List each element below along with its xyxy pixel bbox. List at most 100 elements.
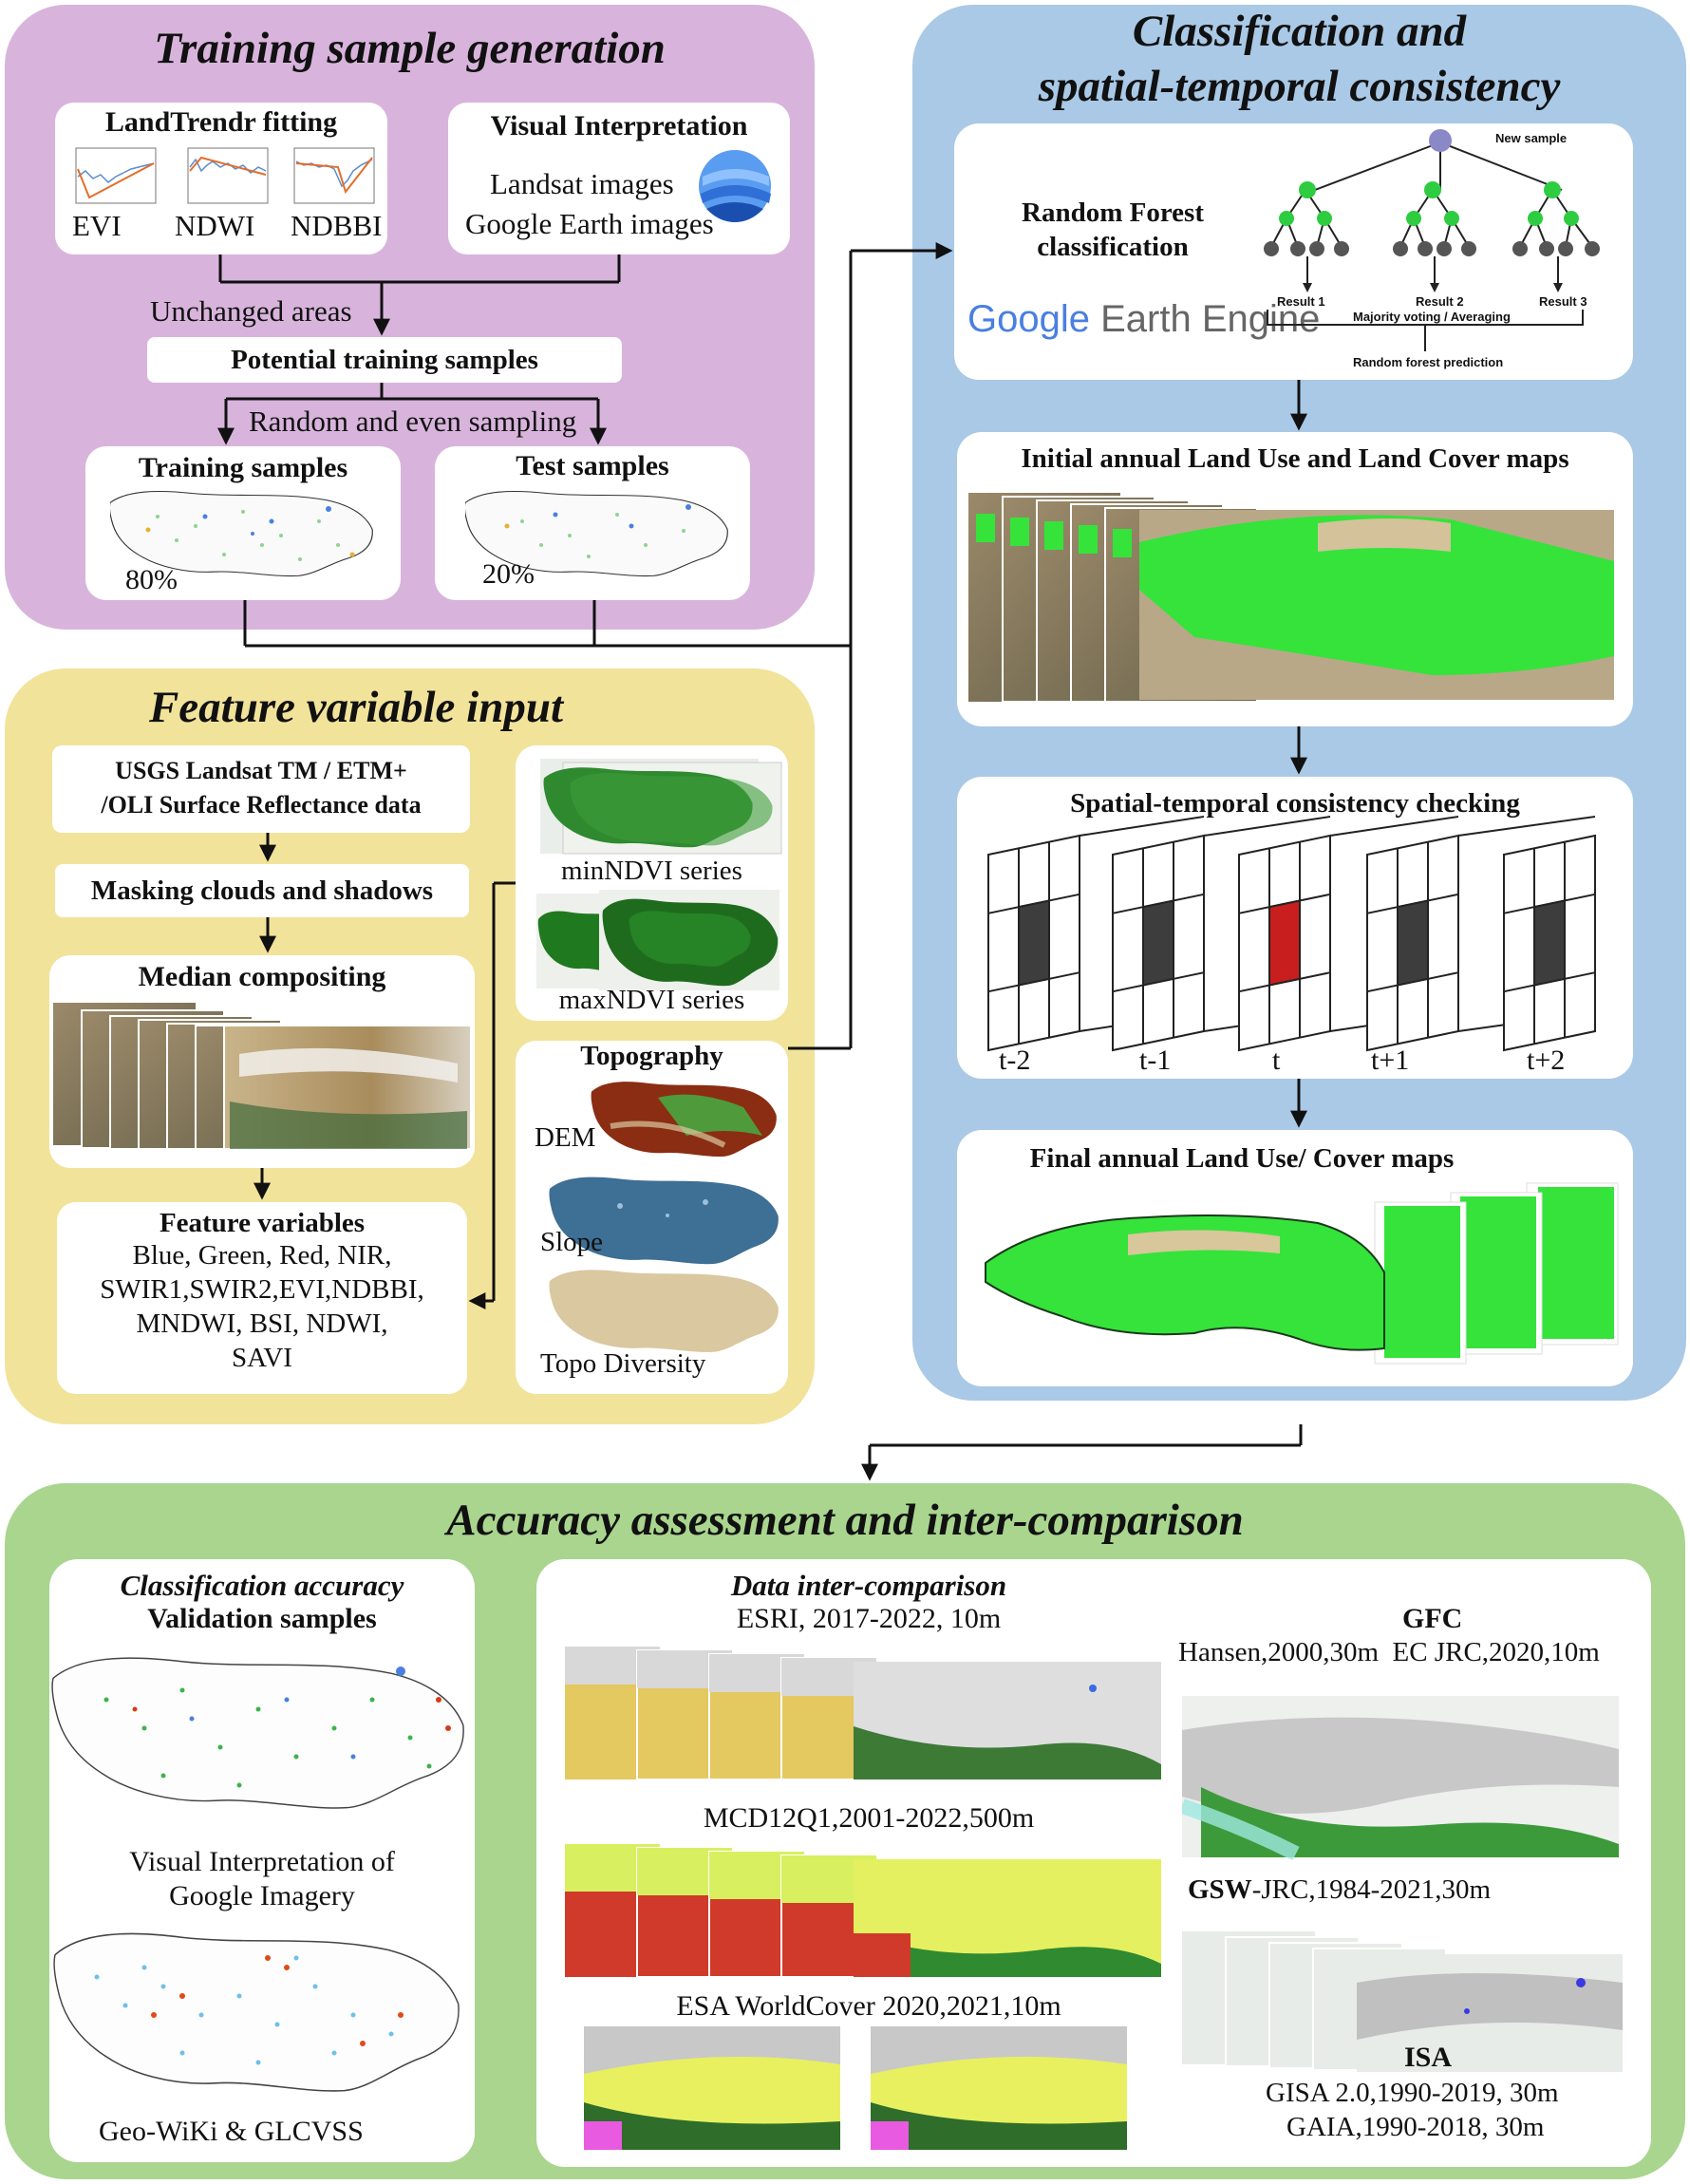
masking-label: Masking clouds and shadows — [90, 875, 434, 906]
data-intercomparison-box: Data inter-comparison ESRI, 2017-2022, 1… — [536, 1559, 1651, 2167]
intercomparison-title: Data inter-comparison — [730, 1569, 1007, 1602]
neighbor-cell — [1533, 899, 1566, 987]
center-cell-red — [1268, 899, 1301, 987]
feature-vars-line1: Blue, Green, Red, NIR, — [132, 1240, 392, 1271]
median-composite-images — [53, 1003, 472, 1150]
gee-google-word: Google — [967, 298, 1090, 340]
test-samples-map — [465, 490, 728, 577]
topography-title: Topography — [580, 1041, 723, 1071]
slope-label: Slope — [540, 1227, 604, 1257]
consistency-title: Spatial-temporal consistency checking — [1070, 788, 1520, 819]
usgs-line2: /OLI Surface Reflectance data — [101, 791, 422, 819]
gfc-line: Hansen,2000,30m EC JRC,2020,10m — [1178, 1637, 1600, 1667]
final-maps-box: Final annual Land Use/ Cover maps — [957, 1130, 1633, 1386]
topography-box: Topography DEM Slope Topo Diversity — [516, 1041, 788, 1394]
visual-interpretation-box: Visual Interpretation Landsat images Goo… — [448, 103, 790, 254]
isa-line1: GISA 2.0,1990-2019, 30m — [1266, 2078, 1559, 2108]
training-pct: 80% — [125, 564, 178, 595]
initial-maps-title: Initial annual Land Use and Land Cover m… — [1021, 443, 1569, 474]
classification-accuracy-title: Classification accuracy — [120, 1569, 404, 1602]
neighbor-cell — [1142, 899, 1174, 987]
landtrendr-label-ndwi: NDWI — [175, 209, 255, 242]
training-samples-map — [110, 490, 373, 577]
initial-maps-box: Initial annual Land Use and Land Cover m… — [957, 432, 1633, 726]
median-box: Median compositing — [49, 955, 475, 1168]
feature-vars-line2: SWIR1,SWIR2,EVI,NDBBI, — [100, 1274, 424, 1305]
sampling-label: Random and even sampling — [249, 405, 577, 438]
potential-samples-box: Potential training samples — [147, 337, 622, 383]
visual-interp-line2: Google Imagery — [169, 1880, 355, 1911]
min-ndvi-maps — [540, 759, 782, 855]
min-ndvi-label: minNDVI series — [561, 856, 742, 886]
mcd-label: MCD12Q1,2001-2022,500m — [703, 1802, 1035, 1834]
random-forest-tree-diagram — [1264, 129, 1600, 351]
classification-title-line1: Classification and — [1132, 7, 1467, 56]
validation-samples-label: Validation samples — [147, 1603, 377, 1634]
training-title: Training sample generation — [154, 24, 666, 73]
rf-result-2: Result 2 — [1416, 294, 1464, 309]
gee-earth-engine-word: Earth Engine — [1100, 298, 1321, 340]
usgs-box: USGS Landsat TM / ETM+ /OLI Surface Refl… — [52, 745, 470, 833]
topo-diversity-label: Topo Diversity — [540, 1348, 706, 1379]
consistency-label-t-2: t-2 — [999, 1045, 1031, 1076]
landtrendr-label-ndbbi: NDBBI — [291, 209, 383, 242]
visual-interp-line1: Visual Interpretation of — [129, 1846, 395, 1877]
potential-samples-label: Potential training samples — [231, 345, 538, 375]
consistency-label-t+1: t+1 — [1371, 1045, 1410, 1076]
rf-voting: Majority voting / Averaging — [1353, 310, 1511, 324]
landtrendr-charts — [75, 147, 375, 204]
training-samples-title: Training samples — [138, 452, 348, 483]
consistency-label-t-1: t-1 — [1139, 1045, 1172, 1076]
visual-title: Visual Interpretation — [490, 110, 748, 141]
test-samples-title: Test samples — [516, 450, 669, 481]
dem-label: DEM — [535, 1122, 596, 1153]
max-ndvi-label: maxNDVI series — [558, 985, 745, 1015]
feature-title: Feature variable input — [148, 683, 564, 732]
consistency-grid-5 — [1503, 834, 1596, 1052]
validation-map-1 — [51, 1657, 464, 1809]
final-lulc-maps — [985, 1182, 1619, 1365]
rf-title-line2: classification — [1037, 232, 1189, 262]
landtrendr-label-evi: EVI — [72, 209, 122, 242]
google-earth-logo-icon — [699, 150, 771, 222]
random-forest-box: Random Forest classification Google Eart… — [954, 123, 1633, 380]
consistency-label-t+2: t+2 — [1527, 1045, 1566, 1076]
isa-line2: GAIA,1990-2018, 30m — [1286, 2112, 1545, 2142]
test-samples-box: Test samples 20% — [435, 446, 750, 600]
esa-label: ESA WorldCover 2020,2021,10m — [676, 1990, 1061, 2022]
classification-accuracy-box: Classification accuracy Validation sampl… — [49, 1559, 475, 2162]
test-pct: 20% — [482, 558, 535, 590]
geowiki-label: Geo-WiKi & GLCVSS — [99, 2116, 364, 2147]
initial-lulc-maps — [968, 493, 1614, 703]
feature-vars-title: Feature variables — [159, 1208, 366, 1238]
neighbor-cell — [1018, 899, 1050, 987]
gfc-maps — [1182, 1696, 1619, 1861]
gsw-rest: -JRC,1984-2021,30m — [1251, 1874, 1492, 1905]
rf-title-line1: Random Forest — [1022, 198, 1204, 228]
training-samples-box: Training samples 80% — [85, 446, 401, 600]
landtrendr-title: LandTrendr fitting — [104, 106, 338, 138]
gee-logo: Google Earth Engine — [967, 298, 1320, 341]
consistency-grid-3 — [1238, 816, 1459, 1052]
feature-vars-line3: MNDWI, BSI, NDWI, — [136, 1309, 388, 1339]
max-ndvi-maps — [536, 890, 779, 990]
isa-title: ISA — [1404, 2042, 1453, 2073]
rf-result-1: Result 1 — [1277, 294, 1325, 309]
dem-map — [591, 1082, 777, 1158]
validation-map-2 — [53, 1932, 460, 2092]
final-maps-title: Final annual Land Use/ Cover maps — [1029, 1143, 1455, 1174]
usgs-line1: USGS Landsat TM / ETM+ — [115, 757, 407, 784]
gfc-title: GFC — [1402, 1603, 1463, 1634]
consistency-grid-1 — [987, 816, 1205, 1052]
visual-google-earth: Google Earth images — [465, 207, 714, 240]
gsw-maps — [1182, 1931, 1623, 2072]
accuracy-title: Accuracy assessment and inter-comparison — [446, 1496, 1244, 1545]
feature-vars-line4: SAVI — [232, 1343, 292, 1373]
classification-title-line2: spatial-temporal consistency — [1038, 62, 1561, 111]
landtrendr-box: LandTrendr fitting EVI NDWI NDBBI — [55, 103, 387, 254]
masking-box: Masking clouds and shadows — [55, 864, 469, 917]
esri-label: ESRI, 2017-2022, 10m — [736, 1603, 1002, 1634]
rf-result-3: Result 3 — [1539, 294, 1587, 309]
